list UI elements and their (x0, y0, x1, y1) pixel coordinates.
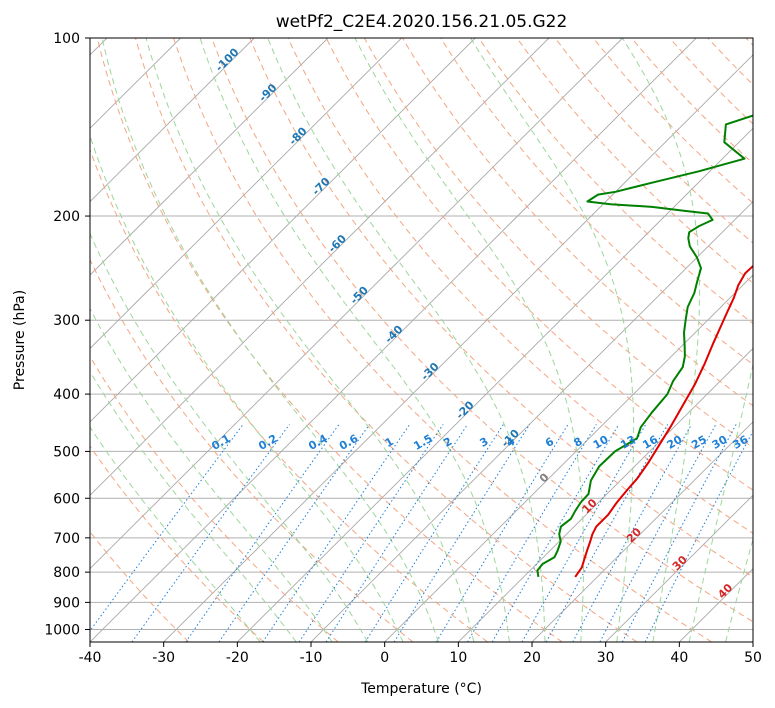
mixing-ratio-line (298, 424, 444, 642)
isotherm-line (605, 494, 753, 642)
y-tick-label: 100 (53, 31, 80, 47)
isotherm-line (90, 38, 697, 642)
moist-adiabat-line (90, 232, 369, 642)
dry-adiabat-line (211, 38, 753, 623)
moist-adiabat-line (725, 537, 753, 642)
moist-adiabat-line (101, 38, 439, 642)
moist-adiabat-line (90, 426, 261, 642)
isotherm-line (458, 347, 753, 642)
y-axis-label: Pressure (hPa) (12, 290, 28, 390)
y-axis: 100 200 300 400 500 600 700 800 900 1000 (44, 31, 90, 638)
skewed-isotherms (90, 38, 753, 642)
x-tick-label: -10 (300, 650, 323, 666)
isotherm-line (237, 127, 753, 642)
x-tick-label: 10 (449, 650, 467, 666)
dry-adiabat-line (631, 38, 753, 165)
mixing-ratio-line (521, 424, 647, 642)
isotherm-line (163, 54, 753, 642)
isotherm-line (531, 421, 753, 642)
y-tick-label: 400 (53, 387, 80, 403)
moist-adiabat-line (199, 38, 510, 642)
x-axis-label: Temperature (°C) (360, 681, 482, 697)
chart-title: wetPf2_C2E4.2020.156.21.05.G22 (276, 12, 568, 32)
isotherm-line (90, 38, 329, 276)
moist-adiabat-line (90, 134, 404, 642)
mixing-ratio-line (621, 424, 737, 642)
isotherm-line (90, 38, 402, 350)
y-tick-label: 600 (53, 491, 80, 507)
isotherm-line (90, 38, 623, 570)
dry-adiabat-line (325, 38, 753, 491)
x-tick-label: 20 (523, 650, 541, 666)
mixing-ratio-line (572, 424, 693, 642)
dry-adiabat-line (402, 38, 753, 407)
y-tick-label: 800 (53, 565, 80, 581)
isotherm-line (90, 38, 476, 423)
dry-adiabats (90, 38, 753, 642)
x-tick-label: -40 (79, 650, 102, 666)
mixing-ratio-line (644, 430, 753, 642)
y-tick-label: 500 (53, 444, 80, 460)
dry-adiabat-line (478, 38, 753, 325)
sounding-profiles (536, 114, 753, 578)
mixing-ratio-line (325, 424, 469, 642)
moist-adiabat-line (688, 361, 753, 642)
mixing-ratio-line (393, 424, 531, 642)
y-tick-label: 1000 (44, 622, 80, 638)
moist-adiabat-line (145, 38, 475, 642)
dewpoint-profile-line (536, 114, 753, 578)
mixing-ratio-line (491, 424, 620, 642)
mixing-ratio-line (218, 424, 370, 642)
mixing-ratio-line (545, 424, 669, 642)
dry-adiabat-line (592, 38, 753, 204)
isotherm-line (384, 274, 753, 642)
x-tick-label: 30 (597, 650, 615, 666)
x-tick-label: 0 (380, 650, 389, 666)
y-tick-label: 200 (53, 209, 80, 225)
moist-adiabat-line (90, 370, 297, 642)
mixing-ratio-lines (90, 424, 753, 642)
plot-frame (89, 37, 754, 643)
dry-adiabat-line (134, 38, 638, 642)
dry-adiabat-line (90, 258, 414, 642)
moist-adiabat-line (90, 307, 333, 642)
mixing-ratio-line (90, 424, 244, 632)
dry-adiabat-line (363, 38, 753, 449)
mixing-ratio-line (599, 424, 717, 642)
mixing-ratio-line (364, 424, 504, 642)
pressure-gridlines (90, 38, 753, 630)
moist-adiabats (90, 38, 753, 642)
x-tick-label: -20 (226, 650, 249, 666)
moist-adiabat-line (621, 38, 701, 642)
dry-adiabat-line (173, 38, 712, 642)
y-tick-label: 900 (53, 595, 80, 611)
x-tick-label: 40 (670, 650, 688, 666)
mixing-ratio-line (185, 424, 340, 642)
isotherm-line (90, 38, 255, 203)
mixing-ratio-line (131, 424, 290, 642)
x-axis: -40 -30 -20 -10 0 10 20 30 40 50 (79, 642, 762, 666)
y-tick-label: 700 (53, 531, 80, 547)
x-tick-label: -30 (152, 650, 175, 666)
dry-adiabat-line (249, 38, 753, 578)
dry-adiabat-line (90, 445, 264, 642)
x-tick-label: 50 (744, 650, 762, 666)
moist-adiabat-line (267, 38, 546, 642)
temperature-profile-line (574, 264, 753, 578)
isotherm-line (90, 38, 550, 496)
dry-adiabat-line (516, 38, 753, 284)
dry-adiabat-line (287, 38, 753, 534)
y-tick-label: 300 (53, 313, 80, 329)
moist-adiabat-line (354, 38, 585, 642)
